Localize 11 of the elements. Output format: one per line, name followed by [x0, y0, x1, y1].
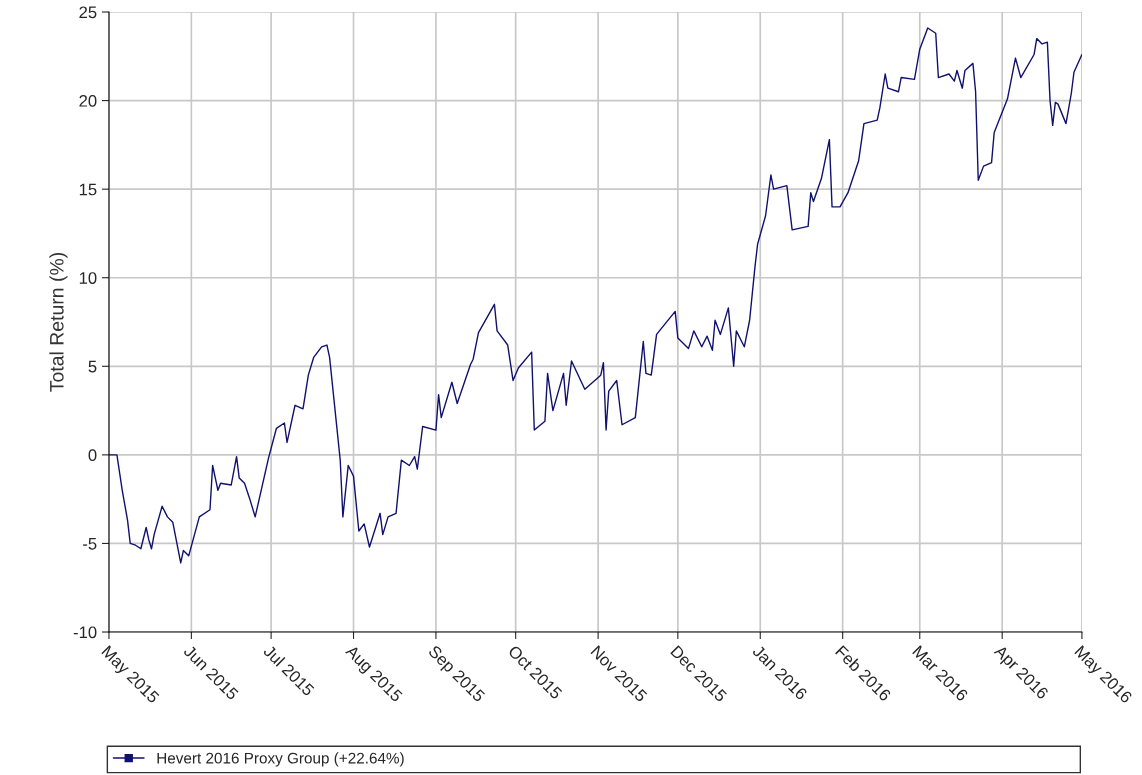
legend-label: Hevert 2016 Proxy Group (+22.64%)	[157, 752, 404, 767]
y-tick-label: -10	[73, 626, 97, 639]
y-tick-label: 5	[88, 360, 97, 373]
y-tick-label: 20	[79, 94, 97, 107]
y-tick-label: -5	[83, 538, 97, 550]
y-tick-label: 0	[88, 449, 97, 462]
line-series	[108, 27, 1082, 564]
y-tick-label: 25	[79, 6, 97, 19]
y-tick-label: 10	[79, 272, 97, 284]
y-tick-label: 15	[79, 183, 97, 196]
y-axis-title: Total Return (%)	[49, 252, 68, 392]
